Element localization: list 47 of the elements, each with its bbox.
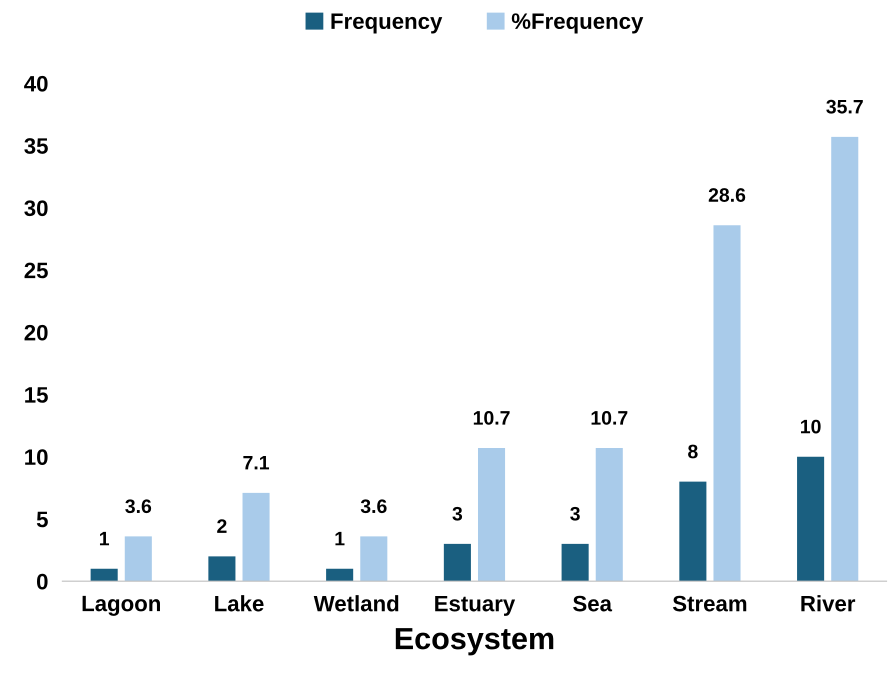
bar [596,448,623,582]
bar [679,482,706,582]
data-label: 10.7 [474,410,510,425]
legend-label: %Frequency [512,13,644,34]
bar [326,568,354,582]
y-tick-label: 0 [37,574,48,590]
data-label: 3.6 [125,499,152,514]
x-tick-label: Wetland [314,595,398,612]
y-tick-label: 5 [36,512,48,528]
data-label: 35.7 [826,100,863,114]
x-axis-title: Ecosystem [396,628,554,656]
x-tick-label: Stream [672,596,746,612]
legend-label: Frequency [331,14,442,34]
y-tick-label: 35 [24,138,48,154]
data-label: 1 [100,532,110,546]
data-label: 3 [452,506,462,521]
bar [444,544,471,582]
bar [90,568,118,582]
bar [562,544,589,582]
data-label: 2 [217,519,227,533]
data-label: 8 [688,444,698,458]
x-tick-label: Sea [573,596,612,612]
bar [242,492,270,582]
data-label: 3 [570,506,580,521]
bar [478,448,506,582]
x-tick-label: River [801,595,856,612]
y-tick-label: 15 [25,387,48,403]
data-label: 28.6 [708,188,746,202]
bar [124,536,152,582]
x-tick-label: Estuary [435,596,516,616]
bar [713,225,741,582]
y-tick-label: 40 [24,76,48,92]
data-label: 3.6 [360,499,387,514]
y-tick-label: 30 [24,200,48,216]
y-tick-label: 10 [25,449,48,466]
bar [208,556,236,582]
x-tick-label: Lagoon [82,596,160,616]
y-tick-label: 25 [24,262,48,278]
y-tick-label: 20 [24,324,48,341]
x-tick-label: Lake [215,595,264,612]
data-label: 1 [335,532,345,546]
bar [360,536,388,582]
data-label: 7.1 [243,456,270,470]
bar [797,456,824,582]
data-label: 10.7 [592,410,628,425]
bar [831,136,858,582]
data-label: 10 [801,420,821,434]
